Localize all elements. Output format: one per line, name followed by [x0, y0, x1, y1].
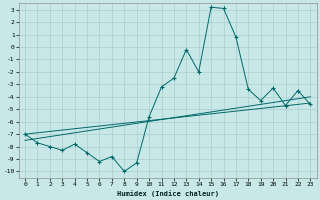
- X-axis label: Humidex (Indice chaleur): Humidex (Indice chaleur): [117, 190, 219, 197]
